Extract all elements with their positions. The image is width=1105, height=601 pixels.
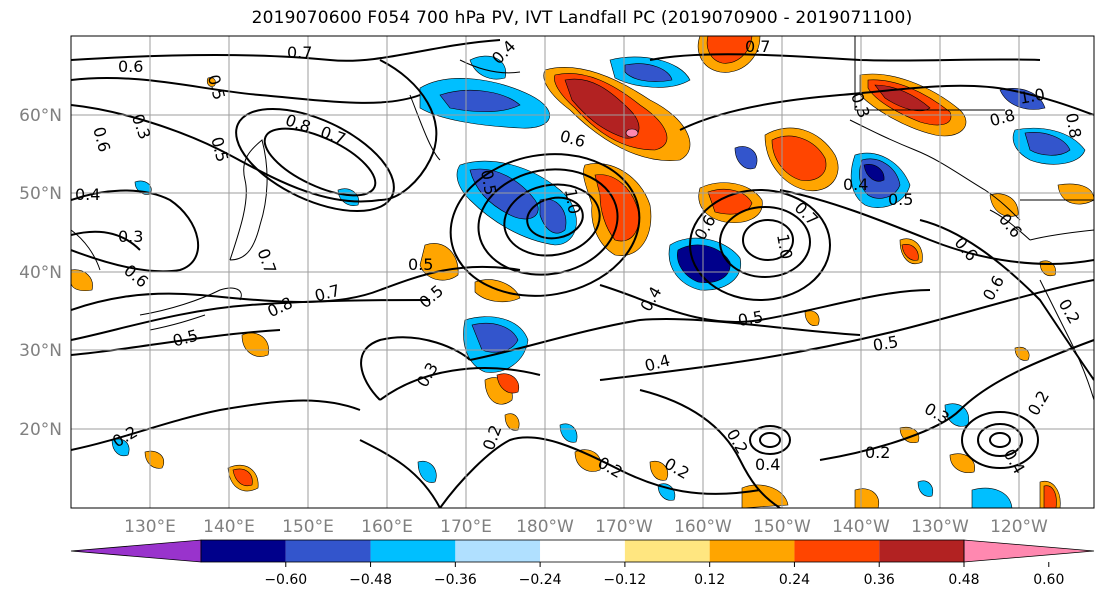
contour-label: 1.0 [1018,85,1046,108]
colorbar-swatch [201,540,286,562]
lon-label: 140°W [832,517,890,537]
contour-label: 0.4 [843,175,868,194]
lon-label: 160°E [361,517,413,537]
contour-label: 0.4 [755,455,780,474]
colorbar-swatch [285,540,371,562]
lat-label: 20°N [19,420,62,440]
lon-label: 180°W [516,517,574,537]
graticule [71,36,1094,508]
pv-contours [71,39,1094,508]
contour-label: 0.4 [75,185,100,204]
contour-label: 0.3 [118,227,143,246]
lon-label: 150°E [282,517,334,537]
contour-label: 0.5 [736,307,764,330]
colorbar-tick-label: 0.12 [694,572,725,588]
contour-label: 1.0 [773,232,796,260]
colorbar-extension-high [963,539,1095,563]
lon-label: 140°E [203,517,255,537]
colorbar-tick-label: −0.24 [519,572,562,588]
colorbar-tick-label: 0.24 [779,572,810,588]
contour-label: 0.6 [118,57,143,76]
colorbar-tick-label: 0.60 [1033,572,1064,588]
contour-label: 1.0 [561,187,584,215]
latitude-axis: 60°N 50°N 40°N 30°N 20°N [19,106,62,440]
lon-label: 170°E [440,517,492,537]
colorbar-tick-label: −0.60 [264,572,307,588]
lat-label: 30°N [19,341,62,361]
contour-label: 0.5 [408,255,433,274]
colorbar-extension-low [70,539,202,563]
colorbar-swatch [624,540,710,562]
lat-label: 50°N [19,184,62,204]
lon-label: 130°E [124,517,176,537]
lon-label: 150°W [753,517,811,537]
coastlines [71,36,1094,401]
colorbar-swatch [370,540,456,562]
lon-label: 130°W [911,517,969,537]
contour-label: 0.5 [871,332,899,355]
colorbar-swatch [540,540,625,562]
lat-label: 60°N [19,106,62,126]
colorbar-swatch [455,540,541,562]
contour-label: 0.7 [745,37,770,56]
lon-label: 160°W [674,517,732,537]
contour-label: 0.7 [287,43,312,62]
colorbar-tick-label: 0.36 [864,572,895,588]
lon-label: 120°W [990,517,1048,537]
colorbar-swatch [709,540,795,562]
map-frame [70,35,1095,509]
lat-label: 40°N [19,263,62,283]
colorbar-outline [200,539,965,563]
colorbar-swatch [879,540,964,562]
colorbar-swatch [794,540,880,562]
contour-label: 0.2 [865,443,890,462]
colorbar-tick-label: −0.48 [349,572,392,588]
contour-label: 0.5 [477,168,500,196]
colorbar-tick-label: 0.48 [948,572,979,588]
lon-label: 170°W [595,517,653,537]
map-panel: 0.6 0.7 0.6 0.5 0.5 0.8 0.7 0.3 0.4 0.3 … [70,35,1095,509]
map-title: 2019070600 F054 700 hPa PV, IVT Landfall… [251,8,913,28]
contour-label: 0.5 [888,190,913,209]
colorbar-tick-label: −0.12 [603,572,646,588]
longitude-axis: 130°E 140°E 150°E 160°E 170°E 180°W 170°… [124,517,1048,537]
colorbar-tick-label: −0.36 [434,572,477,588]
colorbar: −0.60 −0.48 −0.36 −0.24 −0.12 0.12 0.24 0.36 0.4… [70,539,1095,588]
contour-label: 0.8 [1062,111,1085,139]
